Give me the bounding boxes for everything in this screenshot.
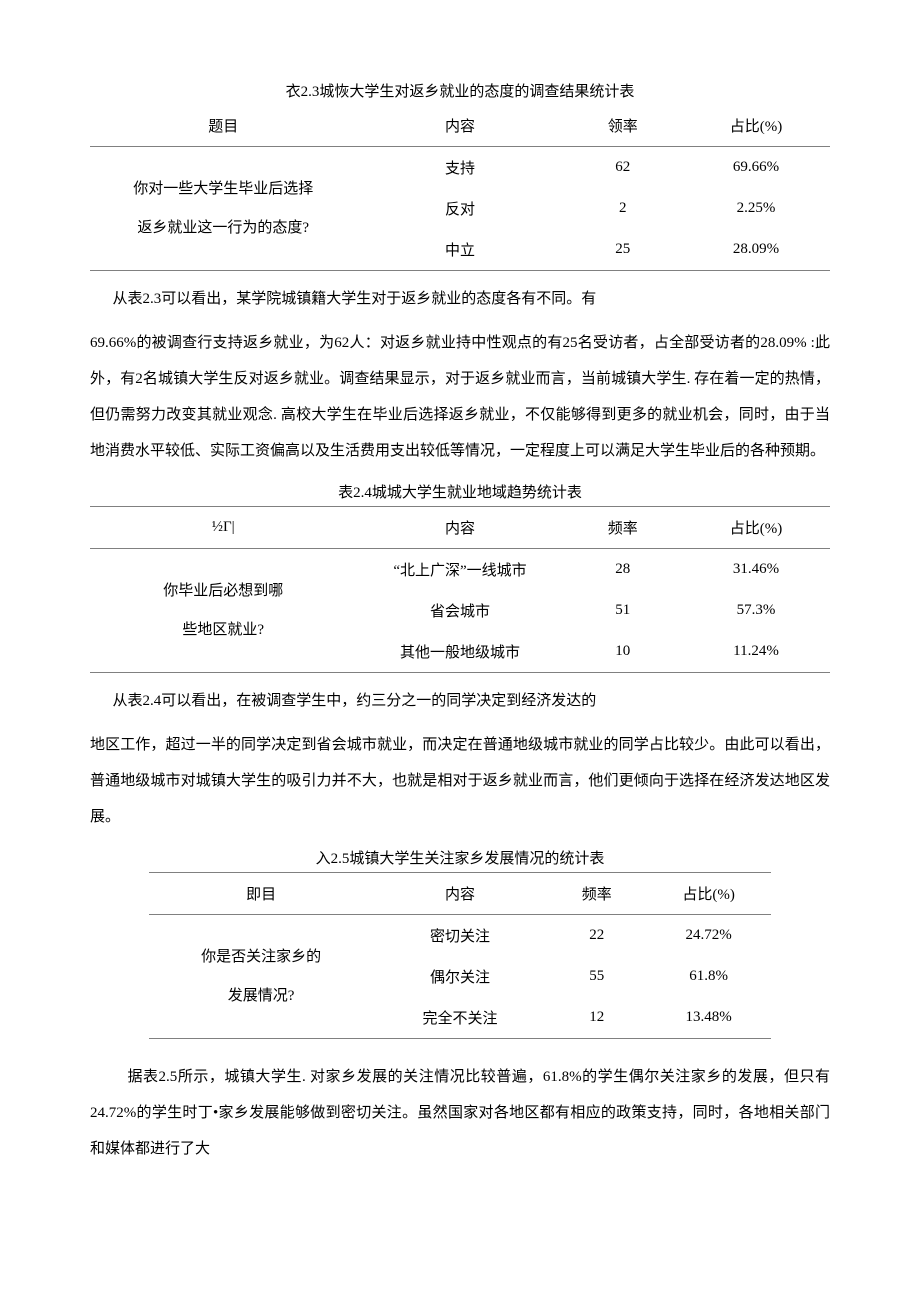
question-cell: 你毕业后必想到哪 些地区就业? [90,549,356,673]
cell-freq: 55 [547,956,646,997]
table25: 即目 内容 频率 占比(%) 你是否关注家乡的 发展情况? 密切关注 22 24… [149,872,771,1039]
cell-content: 密切关注 [373,915,547,957]
cell-freq: 25 [564,229,682,271]
cell-content: 其他一般地级城市 [356,631,563,673]
para24a: 从表2.4可以看出，在被调查学生中，约三分之一的同学决定到经济发达的 [90,683,830,719]
table25-caption: 入2.5城镇大学生关注家乡发展情况的统计表 [149,847,771,868]
cell-pct: 2.25% [682,188,830,229]
table23-caption: 衣2.3城恢大学生对返乡就业的态度的调查结果统计表 [90,80,830,101]
cell-pct: 31.46% [682,549,830,591]
cell-freq: 12 [547,997,646,1039]
th-pct: 占比(%) [682,105,830,147]
question-cell: 你对一些大学生毕业后选择 返乡就业这一行为的态度? [90,147,356,271]
cell-pct: 61.8% [646,956,770,997]
cell-freq: 22 [547,915,646,957]
cell-content: 支持 [356,147,563,189]
th-content: 内容 [356,105,563,147]
cell-content: 完全不关注 [373,997,547,1039]
cell-content: 偶尔关注 [373,956,547,997]
cell-pct: 13.48% [646,997,770,1039]
cell-pct: 24.72% [646,915,770,957]
cell-freq: 2 [564,188,682,229]
cell-content: 反对 [356,188,563,229]
cell-pct: 28.09% [682,229,830,271]
th-question: 即目 [149,873,373,915]
th-pct: 占比(%) [646,873,770,915]
para23a: 从表2.3可以看出，某学院城镇籍大学生对于返乡就业的态度各有不同。有 [90,281,830,317]
cell-content: 省会城市 [356,590,563,631]
th-pct: 占比(%) [682,507,830,549]
th-freq: 频率 [547,873,646,915]
question-cell: 你是否关注家乡的 发展情况? [149,915,373,1039]
cell-pct: 57.3% [682,590,830,631]
th-question: ½Γ| [90,507,356,549]
para24b: 地区工作，超过一半的同学决定到省会城市就业，而决定在普通地级城市就业的同学占比较… [90,727,830,835]
th-freq: 领率 [564,105,682,147]
table24-caption: 表2.4城城大学生就业地域趋势统计表 [90,481,830,502]
th-freq: 频率 [564,507,682,549]
cell-pct: 11.24% [682,631,830,673]
cell-pct: 69.66% [682,147,830,189]
cell-content: 中立 [356,229,563,271]
th-content: 内容 [373,873,547,915]
cell-freq: 62 [564,147,682,189]
para25: 据表2.5所示，城镇大学生. 对家乡发展的关注情况比较普遍，61.8%的学生偶尔… [90,1059,830,1167]
cell-content: “北上广深”一线城市 [356,549,563,591]
cell-freq: 28 [564,549,682,591]
th-content: 内容 [356,507,563,549]
table24: ½Γ| 内容 频率 占比(%) 你毕业后必想到哪 些地区就业? “北上广深”一线… [90,506,830,673]
para23b: 69.66%的被调查行支持返乡就业，为62人：对返乡就业持中性观点的有25名受访… [90,325,830,469]
cell-freq: 51 [564,590,682,631]
th-question: 题目 [90,105,356,147]
table23: 题目 内容 领率 占比(%) 你对一些大学生毕业后选择 返乡就业这一行为的态度?… [90,105,830,271]
cell-freq: 10 [564,631,682,673]
